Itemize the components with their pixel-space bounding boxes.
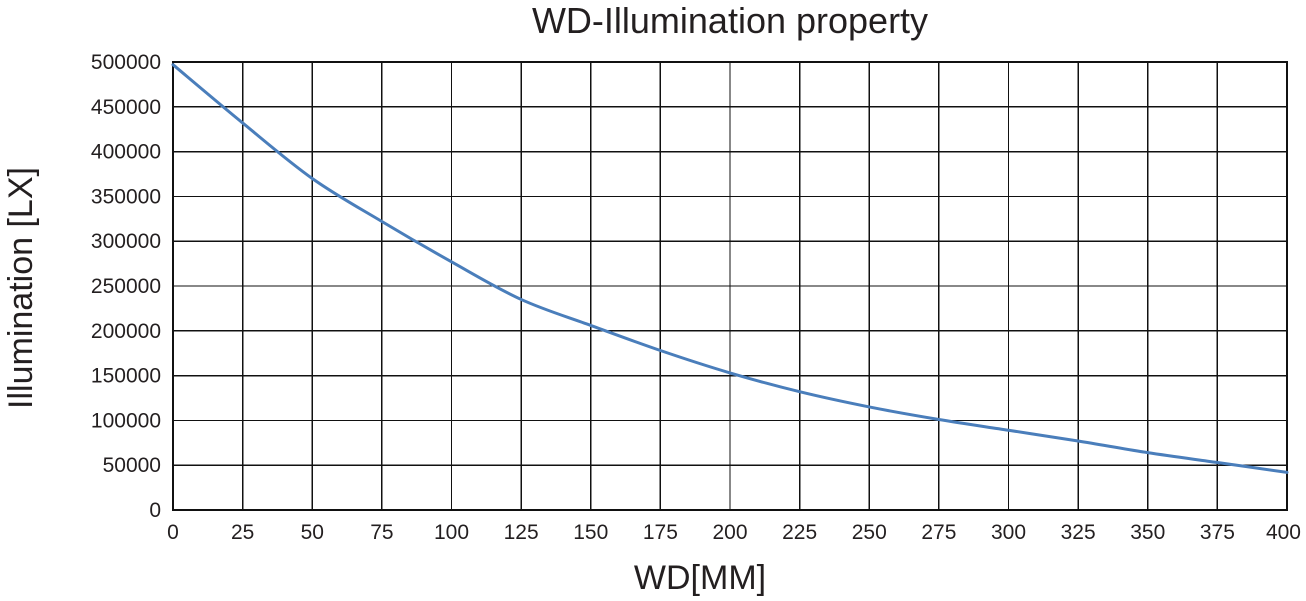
x-tick-label: 250 (852, 521, 887, 544)
x-tick-label: 350 (1130, 521, 1165, 544)
y-tick-label: 450000 (91, 96, 161, 119)
x-tick-label: 225 (782, 521, 817, 544)
x-tick-label: 175 (643, 521, 678, 544)
chart-title: WD-Illumination property (532, 0, 928, 41)
y-tick-label: 100000 (91, 409, 161, 432)
y-tick-label: 300000 (91, 230, 161, 253)
y-tick-label: 350000 (91, 185, 161, 208)
y-tick-label: 250000 (91, 275, 161, 298)
x-tick-label: 75 (370, 521, 393, 544)
x-tick-label: 325 (1061, 521, 1096, 544)
x-tick-label: 100 (434, 521, 469, 544)
y-tick-label: 0 (149, 499, 161, 522)
y-tick-label: 50000 (103, 454, 161, 477)
plot-frame (172, 61, 1288, 511)
plot-grid (172, 61, 1288, 511)
x-tick-label: 300 (991, 521, 1026, 544)
y-tick-labels: 0 50000 100000 150000 200000 250000 300000 3500… (91, 51, 161, 522)
x-tick-label: 275 (921, 521, 956, 544)
x-axis-label: WD[MM] (634, 559, 766, 597)
illumination-series-line (171, 63, 1289, 474)
y-tick-label: 500000 (91, 51, 161, 74)
y-tick-label: 400000 (91, 141, 161, 164)
x-tick-labels: 0 25 50 75 100 125 150 175 200 225 250 275 300 325 350… (167, 521, 1301, 544)
x-tick-label: 50 (301, 521, 324, 544)
series-layer (171, 63, 1289, 474)
x-tick-label: 400 (1266, 521, 1301, 544)
y-axis-label: Illumination [LX] (2, 167, 40, 409)
x-tick-label: 125 (504, 521, 539, 544)
x-tick-label: 0 (167, 521, 179, 544)
x-tick-label: 25 (231, 521, 254, 544)
x-tick-label: 375 (1200, 521, 1235, 544)
x-tick-label: 150 (573, 521, 608, 544)
y-tick-label: 150000 (91, 365, 161, 388)
x-tick-label: 200 (712, 521, 747, 544)
y-tick-label: 200000 (91, 320, 161, 343)
